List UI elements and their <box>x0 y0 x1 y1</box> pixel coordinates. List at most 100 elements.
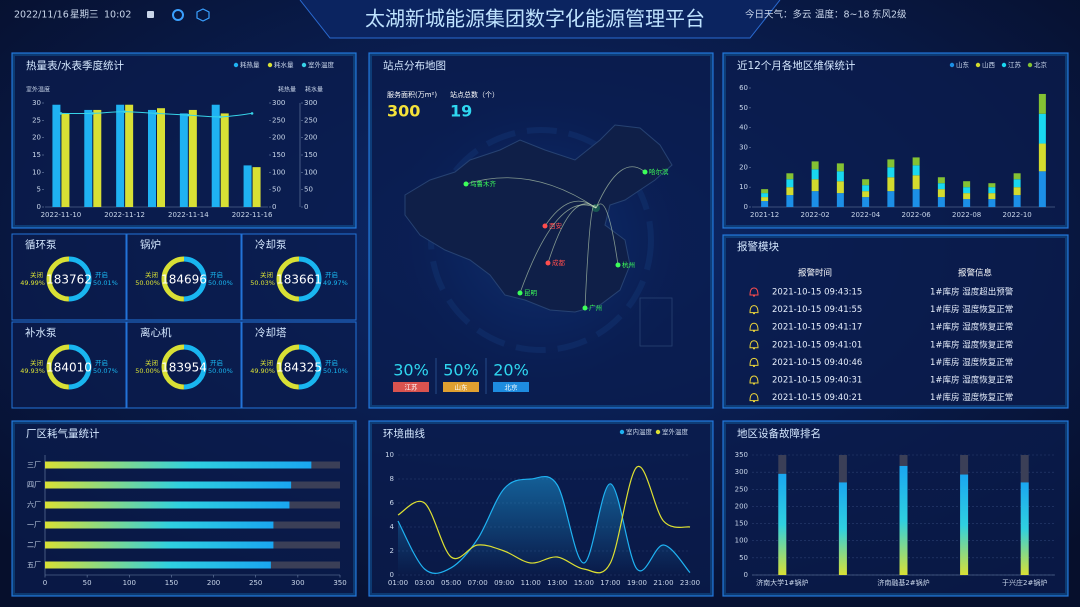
panel <box>722 234 1069 409</box>
bar-segment <box>1013 187 1021 196</box>
y-tick-label: 二厂 <box>27 541 41 549</box>
y-tick-label: 100 <box>304 168 317 176</box>
bar-segment <box>761 193 769 198</box>
y-tick-label: 60 <box>739 84 748 92</box>
x-tick-label: 21:00 <box>653 579 673 587</box>
bar <box>960 474 969 575</box>
y-tick-label: 200 <box>735 502 748 510</box>
alarm-time: 2021-10-15 09:41:17 <box>772 323 862 333</box>
gauge-closed-arc <box>276 344 322 390</box>
date: 2022/11/16 <box>14 10 69 21</box>
y-tick-label: 五厂 <box>27 561 41 569</box>
x-tick-label: 2022-11-10 <box>41 211 82 219</box>
flight-line <box>547 203 597 264</box>
bar-segment <box>912 175 920 190</box>
y-tick-label: 5 <box>37 186 41 194</box>
panel <box>722 420 1069 597</box>
table-header: 报警信息 <box>958 268 993 279</box>
bar <box>220 113 229 207</box>
weather: 今日天气：多云 <box>745 9 812 21</box>
bar-segment <box>761 197 769 202</box>
line-point <box>123 110 126 113</box>
page-title: 太湖新城能源集团数字化能源管理平台 <box>365 7 705 31</box>
bar-segment <box>988 199 996 207</box>
city-label: 成都 <box>552 258 566 267</box>
y-tick-label: 300 <box>304 99 317 107</box>
y-tick-label: 0 <box>37 203 41 211</box>
gauge-open-label: 50.07% <box>93 367 118 375</box>
x-tick-label: 15:00 <box>574 579 594 587</box>
y-tick-label: 150 <box>735 520 748 528</box>
gauge-open-name: 开启 <box>325 358 338 367</box>
bar <box>778 473 787 575</box>
weekday: 星期三 <box>70 10 99 21</box>
bar-segment <box>937 189 945 198</box>
bar-segment <box>1038 93 1046 114</box>
alarm-time: 2021-10-15 09:40:46 <box>772 358 862 368</box>
line <box>397 475 691 574</box>
area <box>398 476 690 575</box>
browser-icon <box>172 9 184 21</box>
alarm-time: 2021-10-15 09:43:15 <box>772 288 862 298</box>
bar-segment <box>912 189 920 207</box>
y-tick-label: 10 <box>385 451 394 459</box>
alarm-info: 1#库房 湿度恢复正常 <box>930 322 1013 333</box>
bar-segment <box>786 173 794 180</box>
bell-icon <box>749 305 759 315</box>
bar-segment <box>912 165 920 176</box>
bell-icon <box>749 393 759 403</box>
y-tick-label: 50 <box>739 554 748 562</box>
x-tick-label: 19:00 <box>627 579 647 587</box>
legend-label: 山西 <box>982 60 996 69</box>
x-tick-label: 2022-11-16 <box>232 211 273 219</box>
bar-segment <box>836 163 844 172</box>
bar-segment <box>786 179 794 188</box>
y-tick-label: 100 <box>735 537 748 545</box>
lock-icon <box>147 11 154 18</box>
y-tick-label: 30 <box>739 144 748 152</box>
city-label: 广州 <box>589 303 602 312</box>
y-tick-label: 8 <box>390 475 394 483</box>
y-tick-label: 0 <box>272 203 276 211</box>
flight-line <box>595 203 619 266</box>
alarm-info: 1#库房 湿度超出预警 <box>930 287 1014 298</box>
legend-swatch <box>655 429 661 435</box>
gauge-panel <box>11 321 127 409</box>
panel-glow <box>369 421 713 596</box>
x-tick-label: 0 <box>43 579 47 587</box>
x-tick-label: 07:00 <box>468 579 488 587</box>
legend-swatch <box>1027 62 1033 68</box>
stat-label: 站点总数（个） <box>450 90 499 99</box>
panel <box>368 52 714 409</box>
legend-swatch <box>619 429 625 435</box>
bar <box>93 109 102 207</box>
gauge-total: 183954 <box>161 361 207 375</box>
city-dot <box>463 181 469 187</box>
line <box>397 466 691 574</box>
y-tick-label: 一厂 <box>27 521 41 529</box>
x-tick-label: 05:00 <box>441 579 461 587</box>
alarm-info: 1#库房 湿度恢复正常 <box>930 357 1013 368</box>
panel-glow <box>723 421 1068 596</box>
alarm-time: 2021-10-15 09:40:21 <box>772 393 862 403</box>
bar-segment <box>988 193 996 200</box>
y-tick-label: 10 <box>739 183 748 191</box>
x-tick-label: 2021-12 <box>750 211 779 219</box>
y-tick-label: 0 <box>744 203 748 211</box>
x-tick-label: 03:00 <box>414 579 434 587</box>
legend-swatch <box>301 62 307 68</box>
legend-swatch <box>267 62 273 68</box>
x-tick-label: 01:00 <box>388 579 408 587</box>
gauge-closed-label: 50.03% <box>250 279 275 287</box>
stat-value: 19 <box>450 102 472 121</box>
y-tick-label: 四厂 <box>27 481 41 489</box>
share-name: 北京 <box>505 383 519 392</box>
gauge-open-label: 50.00% <box>208 367 233 375</box>
legend-swatch <box>975 62 981 68</box>
bar-segment <box>811 179 819 192</box>
shield-icon <box>196 8 210 22</box>
bar-segment <box>963 187 971 194</box>
gauge-title: 冷却塔 <box>255 326 287 339</box>
bar <box>1020 482 1029 575</box>
y-tick-label: 20 <box>32 134 41 142</box>
